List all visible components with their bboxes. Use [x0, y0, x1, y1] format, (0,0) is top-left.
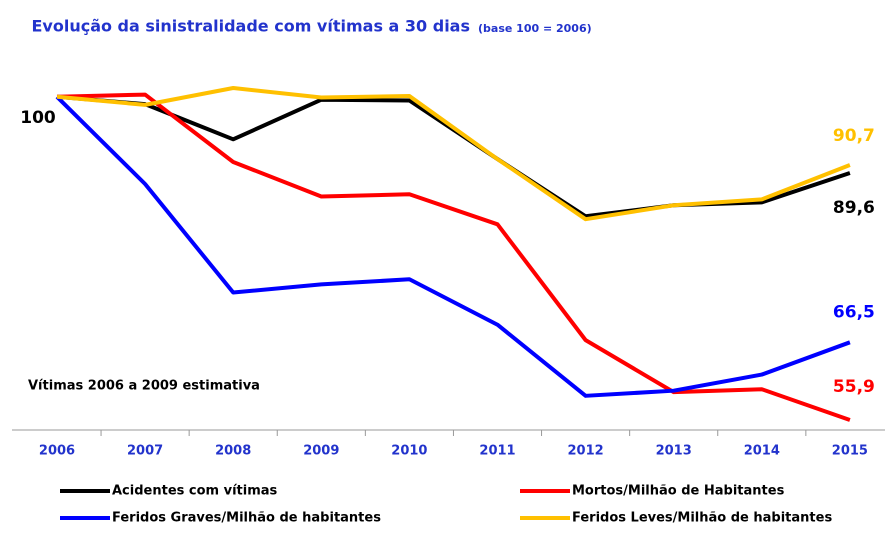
x-tick-label: 2011: [479, 444, 515, 459]
value-label: 89,6: [833, 198, 875, 218]
annotation: Vítimas 2006 a 2009 estimativa: [28, 379, 260, 394]
legend-label: Feridos Leves/Milhão de habitantes: [572, 511, 832, 526]
value-label: 100: [20, 108, 56, 128]
x-tick-label: 2014: [744, 444, 780, 459]
value-label: 66,5: [833, 302, 875, 322]
x-tick-label: 2010: [391, 444, 427, 459]
legend-label: Mortos/Milhão de Habitantes: [572, 484, 785, 499]
value-label: 55,9: [833, 377, 875, 397]
x-tick-label: 2012: [568, 444, 604, 459]
x-tick-label: 2015: [832, 444, 868, 459]
series-line: [56, 94, 851, 219]
chart-subtitle: (base 100 = 2006): [478, 22, 592, 35]
x-tick-label: 2013: [656, 444, 692, 459]
x-tick-label: 2006: [39, 444, 75, 459]
legend-label: Feridos Graves/Milhão de habitantes: [112, 511, 381, 526]
chart-title: Evolução da sinistralidade com vítimas a…: [31, 17, 470, 36]
legend-label: Acidentes com vítimas: [112, 484, 278, 499]
series-line: [56, 92, 851, 422]
x-tick-label: 2007: [127, 444, 163, 459]
series-line: [55, 95, 851, 398]
x-tick-label: 2008: [215, 444, 251, 459]
value-label: 90,7: [833, 126, 875, 146]
series-line: [56, 86, 851, 222]
x-tick-label: 2009: [303, 444, 339, 459]
